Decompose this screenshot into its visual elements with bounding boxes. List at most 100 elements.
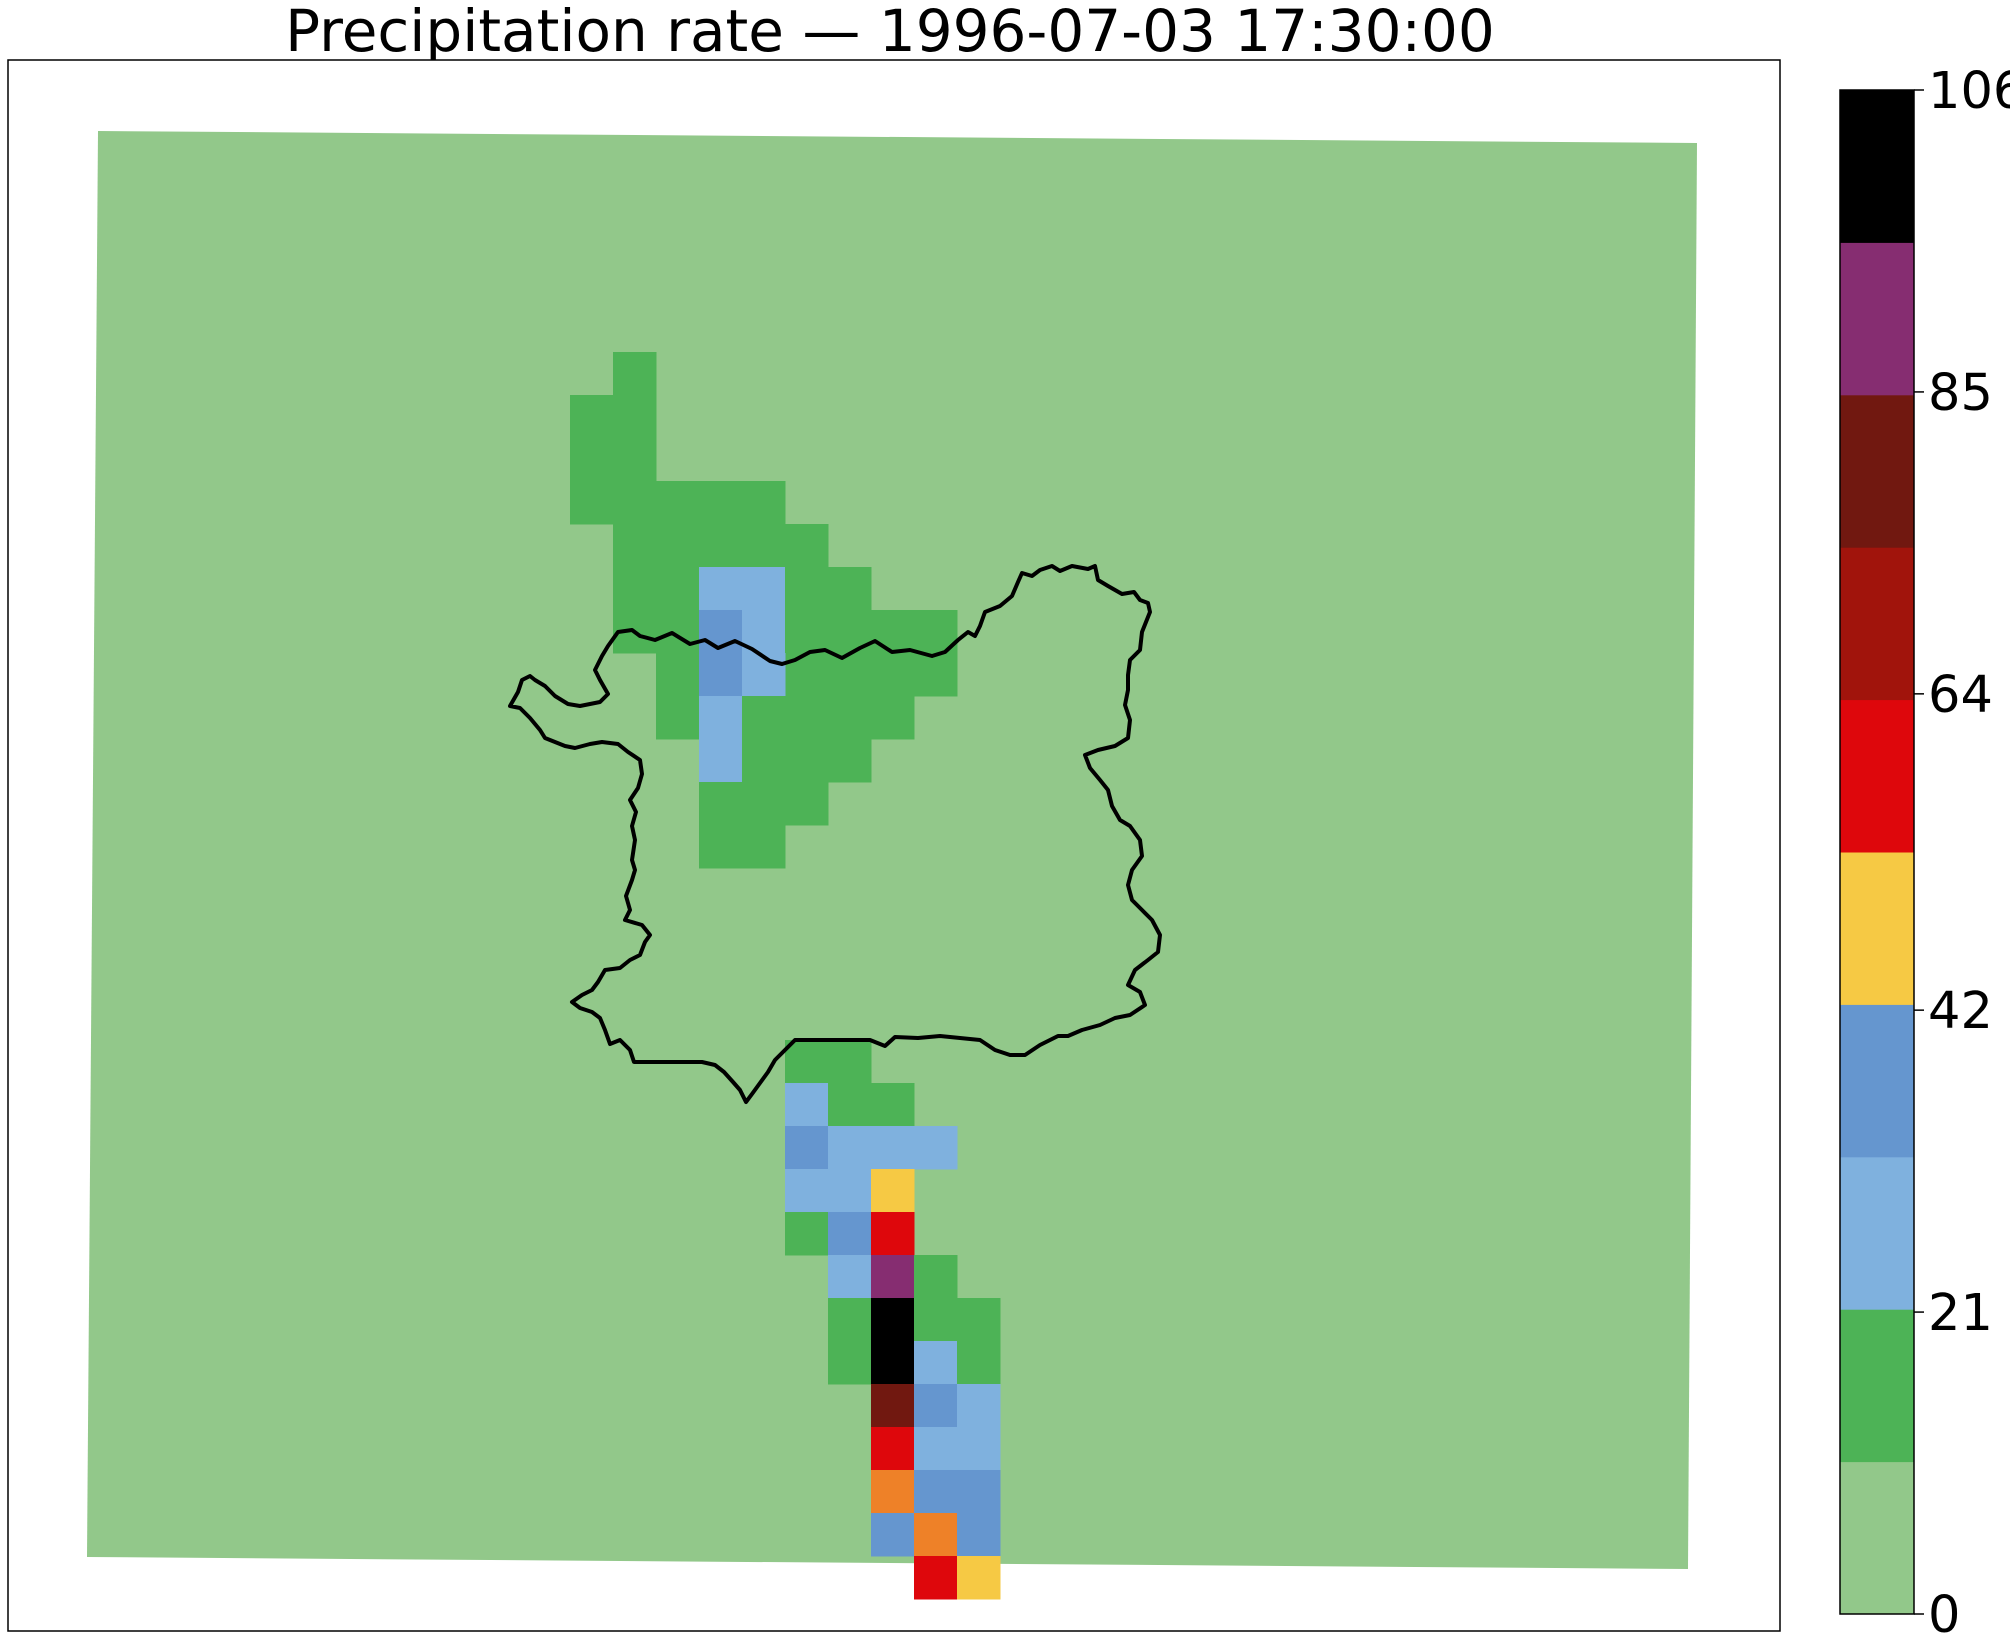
precipitation-cell: [828, 1083, 872, 1127]
precipitation-cell: [613, 438, 657, 482]
precipitation-cell: [785, 739, 829, 783]
precipitation-cell: [871, 653, 915, 697]
precipitation-cell: [785, 1212, 829, 1256]
precipitation-cell: [656, 610, 700, 654]
region-boundary: [508, 564, 1162, 1104]
precipitation-cell: [914, 1513, 958, 1557]
precipitation-cell: [871, 1341, 915, 1385]
precipitation-cell: [871, 1083, 915, 1127]
precipitation-cell: [871, 1255, 915, 1299]
precipitation-cell: [871, 610, 915, 654]
precipitation-cell: [785, 1126, 829, 1170]
precipitation-cell: [613, 524, 657, 568]
precipitation-cell: [785, 524, 829, 568]
precipitation-cells: [570, 352, 1001, 1600]
precipitation-cell: [699, 825, 743, 869]
colorbar: 0 21 42 64 85 106: [1839, 62, 2010, 1642]
precipitation-cell: [871, 1212, 915, 1256]
precipitation-field-background: [87, 131, 1697, 1569]
colorbar-bin: [1840, 1004, 1914, 1158]
precipitation-cell: [613, 352, 657, 396]
precipitation-cell: [699, 696, 743, 740]
precipitation-cell: [699, 567, 743, 611]
precipitation-cell: [742, 481, 786, 525]
precipitation-cell: [656, 481, 700, 525]
precipitation-cell: [957, 1513, 1001, 1557]
precipitation-cell: [742, 524, 786, 568]
precipitation-cell: [742, 653, 786, 697]
precipitation-cell: [699, 481, 743, 525]
precipitation-cell: [742, 825, 786, 869]
precipitation-cell: [699, 782, 743, 826]
precipitation-cell: [828, 1040, 872, 1084]
map-title: Precipitation rate — 1996-07-03 17:30:00: [285, 0, 1495, 65]
precipitation-cell: [828, 1255, 872, 1299]
precipitation-cell: [828, 1169, 872, 1213]
precipitation-cell: [656, 524, 700, 568]
precipitation-cell: [914, 1298, 958, 1342]
precipitation-cell: [570, 395, 614, 439]
precipitation-cell: [871, 1513, 915, 1557]
precipitation-cell: [828, 739, 872, 783]
colorbar-tick-label: 0: [1928, 1586, 1960, 1642]
colorbar-bin: [1840, 699, 1914, 853]
precipitation-cell: [914, 1341, 958, 1385]
precipitation-cell: [785, 567, 829, 611]
precipitation-cell: [656, 696, 700, 740]
precipitation-cell: [828, 696, 872, 740]
precipitation-cell: [785, 782, 829, 826]
precipitation-cell: [613, 567, 657, 611]
precipitation-cell: [914, 1384, 958, 1428]
precipitation-cell: [699, 524, 743, 568]
precipitation-cell: [785, 1040, 829, 1084]
precipitation-cell: [828, 1212, 872, 1256]
colorbar-bin: [1840, 852, 1914, 1005]
colorbar-bin: [1840, 1461, 1914, 1615]
precipitation-cell: [742, 696, 786, 740]
precipitation-cell: [828, 1126, 872, 1170]
colorbar-tick-label: 42: [1928, 982, 1993, 1041]
colorbar-tick-label: 85: [1928, 364, 1993, 423]
precipitation-cell: [871, 696, 915, 740]
precipitation-cell: [957, 1427, 1001, 1471]
precipitation-cell: [613, 481, 657, 525]
precipitation-cell: [914, 1427, 958, 1471]
precipitation-cell: [828, 653, 872, 697]
colorbar-tick-label: 64: [1928, 666, 1993, 725]
precipitation-cell: [613, 395, 657, 439]
colorbar-frame: [1839, 89, 1915, 1615]
colorbar-bin: [1840, 1156, 1914, 1310]
colorbar-tick-label: 106: [1928, 62, 2010, 121]
precipitation-cell: [914, 1126, 958, 1170]
precipitation-cell: [742, 567, 786, 611]
precipitation-cell: [570, 438, 614, 482]
precipitation-cell: [957, 1384, 1001, 1428]
precipitation-cell: [871, 1298, 915, 1342]
precipitation-cell: [570, 481, 614, 525]
precipitation-cell: [742, 782, 786, 826]
precipitation-cell: [914, 653, 958, 697]
precipitation-cell: [785, 1083, 829, 1127]
precipitation-cell: [957, 1470, 1001, 1514]
precipitation-cell: [957, 1298, 1001, 1342]
colorbar-bin: [1840, 90, 1914, 243]
precipitation-cell: [785, 696, 829, 740]
precipitation-cell: [914, 1255, 958, 1299]
precipitation-cell: [699, 739, 743, 783]
precipitation-cell: [656, 567, 700, 611]
precipitation-cell: [871, 1169, 915, 1213]
precipitation-cell: [785, 610, 829, 654]
colorbar-bin: [1840, 547, 1914, 701]
precipitation-cell: [828, 567, 872, 611]
precipitation-cell: [871, 1470, 915, 1514]
precipitation-cell: [957, 1556, 1001, 1600]
colorbar-bin: [1840, 394, 1914, 548]
precipitation-cell: [785, 1169, 829, 1213]
precipitation-cell: [828, 1298, 872, 1342]
precipitation-cell: [871, 1384, 915, 1428]
colorbar-bin: [1840, 1309, 1914, 1463]
colorbar-tick-label: 21: [1928, 1284, 1993, 1343]
colorbar-bin: [1840, 242, 1914, 396]
precipitation-cell: [828, 1341, 872, 1385]
